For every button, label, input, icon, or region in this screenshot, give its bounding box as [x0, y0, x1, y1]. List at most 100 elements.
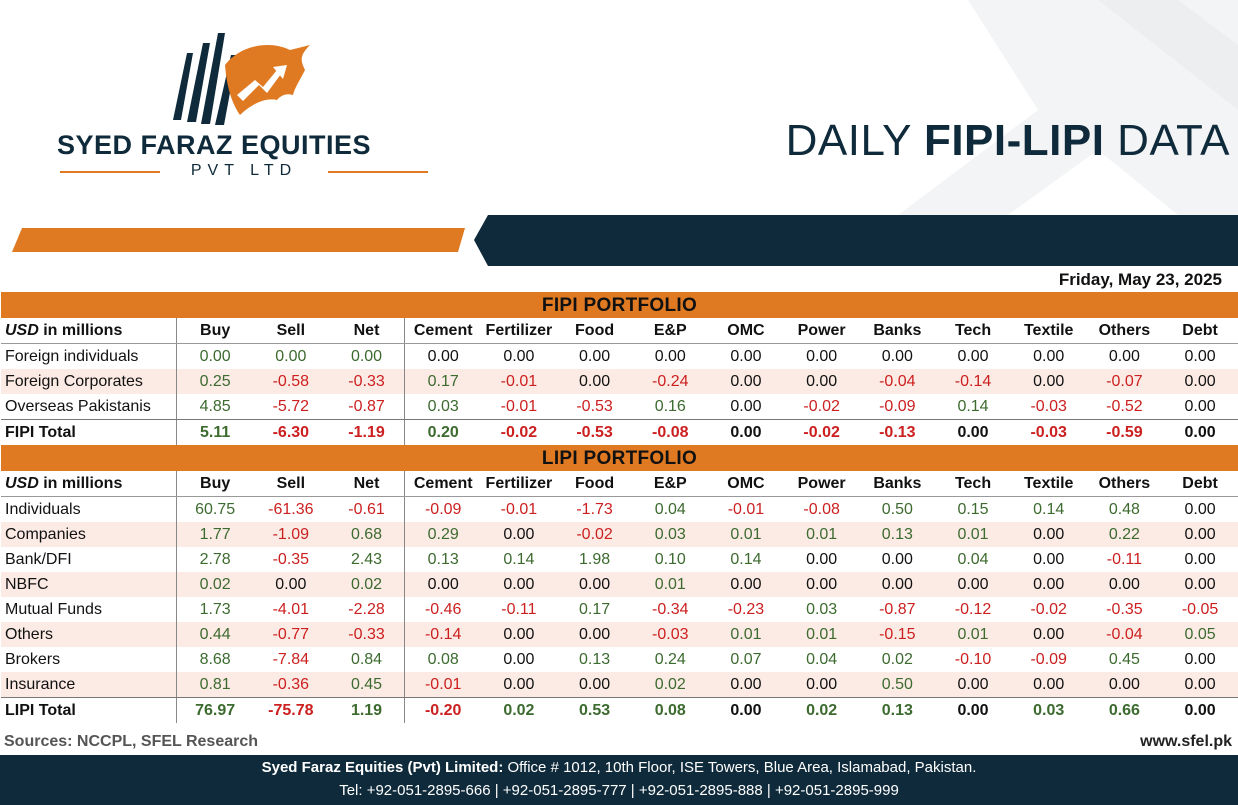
table-cell: -0.77	[272, 626, 310, 643]
table-cell: -0.08	[652, 424, 689, 441]
table-cell: 0.00	[1184, 576, 1216, 593]
col-header: Sell	[276, 322, 306, 339]
table-cell: 0.00	[806, 373, 838, 390]
table-cell: 0.00	[503, 526, 535, 543]
row-label: Foreign individuals	[1, 344, 178, 369]
sources-note: Sources: NCCPL, SFEL Research	[4, 733, 259, 750]
lipi-total-row: LIPI Total 76.97 -75.78 1.19 -0.20 0.02 0.53 0.…	[1, 697, 1238, 723]
table-cell: 2.43	[329, 547, 406, 572]
table-cell: 5.11	[200, 424, 231, 441]
fipi-lipi-table: FIPI PORTFOLIO USD in millions Buy Sell …	[1, 292, 1238, 723]
table-cell: 0.00	[1184, 676, 1216, 693]
col-header: Fertilizer	[485, 322, 553, 339]
table-cell: 0.00	[806, 676, 838, 693]
table-cell: 0.00	[579, 348, 611, 365]
table-cell: -0.13	[879, 424, 916, 441]
table-cell: 0.13	[427, 551, 459, 568]
table-cell: -0.09	[1030, 651, 1067, 668]
table-cell: -0.11	[501, 601, 537, 618]
col-header: Power	[797, 475, 846, 492]
table-cell: 0.13	[881, 702, 913, 719]
table-cell: 0.68	[329, 522, 406, 547]
table-cell: 0.00	[881, 576, 913, 593]
table-cell: 0.16	[654, 398, 686, 415]
table-cell: 0.14	[1033, 501, 1065, 518]
table-row: NBFC 0.02 0.00 0.02 0.00 0.00 0.00 0.01 0.00 0.00…	[1, 572, 1238, 597]
table-cell: 0.00	[503, 676, 535, 693]
col-header: Banks	[873, 475, 922, 492]
table-cell: 0.00	[1184, 424, 1216, 441]
row-label: Foreign Corporates	[1, 369, 178, 394]
unit-label: USD in millions	[1, 471, 178, 496]
table-cell: -0.01	[727, 501, 765, 518]
table-cell: 0.10	[654, 551, 686, 568]
table-cell: 1.77	[199, 526, 231, 543]
table-cell: 0.00	[1184, 373, 1216, 390]
table-cell: -0.34	[652, 601, 689, 618]
table-cell: 0.00	[1184, 501, 1216, 518]
brand-divider-left	[60, 171, 160, 173]
col-header: Textile	[1023, 322, 1074, 339]
report-date: Friday, May 23, 2025	[1058, 270, 1222, 289]
table-cell: 0.00	[806, 576, 838, 593]
table-cell: 0.00	[957, 676, 989, 693]
table-row: Companies 1.77 -1.09 0.68 0.29 0.00 -0.02 0.03 0…	[1, 522, 1238, 547]
col-header: Buy	[200, 475, 231, 492]
table-cell: 0.00	[427, 348, 459, 365]
table-cell: 0.00	[1184, 702, 1216, 719]
table-cell: 0.00	[730, 576, 762, 593]
table-cell: -0.01	[500, 398, 538, 415]
unit-scale: in millions	[38, 322, 123, 339]
col-header: Net	[329, 471, 406, 496]
col-header: Fertilizer	[485, 475, 553, 492]
table-cell: 8.68	[199, 651, 231, 668]
table-cell: -0.24	[652, 373, 689, 390]
table-cell: 0.00	[881, 348, 913, 365]
table-cell: 0.02	[654, 676, 686, 693]
col-header: Banks	[873, 322, 922, 339]
table-cell: 0.05	[1184, 626, 1216, 643]
col-header: E&P	[653, 322, 687, 339]
table-cell: -2.28	[329, 597, 406, 622]
table-cell: 0.00	[1184, 398, 1216, 415]
table-cell: 0.24	[654, 651, 686, 668]
table-cell: 1.19	[329, 698, 406, 723]
footer-phones: Tel: +92-051-2895-666 | +92-051-2895-777…	[339, 782, 899, 799]
brand-divider-right	[328, 171, 428, 173]
row-label: Bank/DFI	[1, 547, 178, 572]
table-cell: -0.02	[803, 398, 840, 415]
table-cell: 0.00	[730, 676, 762, 693]
table-cell: -0.46	[424, 601, 462, 618]
brand-subtitle: PVT LTD	[190, 162, 298, 179]
table-cell: -0.87	[329, 394, 406, 419]
table-cell: -1.19	[329, 420, 406, 445]
title-part-fipi-lipi: FIPI-LIPI	[923, 116, 1105, 165]
website-link[interactable]: www.sfel.pk	[1140, 733, 1232, 750]
table-cell: -0.35	[272, 551, 310, 568]
table-cell: -0.05	[1181, 601, 1219, 618]
table-cell: 0.02	[329, 572, 406, 597]
table-cell: 0.14	[503, 551, 535, 568]
table-cell: 60.75	[195, 501, 236, 518]
table-cell: -0.09	[424, 501, 462, 518]
table-cell: -0.87	[879, 601, 916, 618]
table-cell: 0.00	[730, 373, 762, 390]
table-cell: 0.00	[1033, 626, 1065, 643]
table-cell: -0.20	[424, 702, 462, 719]
col-header: E&P	[653, 475, 687, 492]
table-cell: 0.14	[730, 551, 762, 568]
table-cell: -0.59	[1106, 424, 1143, 441]
table-cell: 0.00	[579, 576, 611, 593]
row-label: Overseas Pakistanis	[1, 394, 178, 419]
title-part-data: DATA	[1104, 116, 1230, 165]
table-row: Brokers 8.68 -7.84 0.84 0.08 0.00 0.13 0.24 0.07…	[1, 647, 1238, 672]
table-cell: 0.00	[427, 576, 459, 593]
table-cell: 0.25	[199, 373, 231, 390]
table-cell: 0.00	[1033, 373, 1065, 390]
table-cell: 0.00	[579, 676, 611, 693]
table-cell: 0.20	[427, 424, 459, 441]
table-cell: -61.36	[268, 501, 314, 518]
row-label: Companies	[1, 522, 178, 547]
col-header: OMC	[727, 322, 765, 339]
table-cell: 0.01	[806, 526, 838, 543]
